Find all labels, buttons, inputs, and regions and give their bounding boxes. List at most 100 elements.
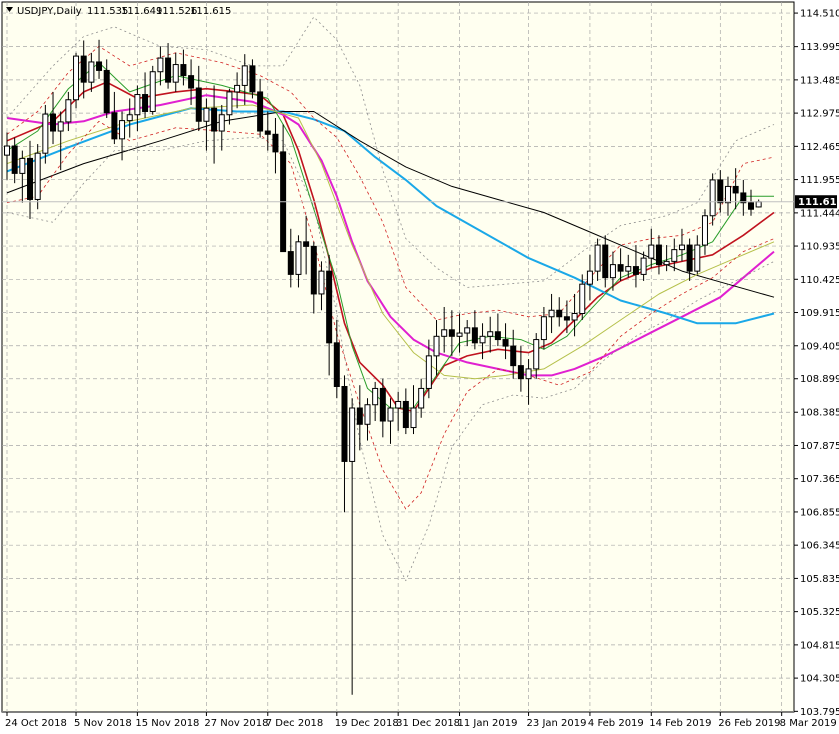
candle-body bbox=[410, 407, 417, 429]
x-tick-label: 11 Jan 2019 bbox=[458, 718, 518, 729]
candle-body bbox=[165, 57, 172, 83]
candle-body bbox=[433, 335, 440, 357]
candle-body bbox=[42, 113, 49, 154]
candle-body bbox=[540, 316, 547, 341]
x-tick-label: 14 Feb 2019 bbox=[649, 718, 711, 729]
x-tick-label: 4 Feb 2019 bbox=[588, 718, 644, 729]
candle-body bbox=[632, 266, 639, 275]
candle-body bbox=[747, 202, 754, 210]
candle-body bbox=[701, 215, 708, 246]
indicator-line bbox=[6, 120, 775, 510]
candle-body bbox=[126, 114, 133, 122]
x-tick-label: 5 Nov 2018 bbox=[74, 718, 132, 729]
candle-body bbox=[287, 251, 294, 275]
candle-body bbox=[19, 157, 26, 174]
y-tick-label: 108.899 bbox=[800, 374, 839, 385]
candle-body bbox=[594, 244, 601, 272]
candle-body bbox=[502, 339, 509, 347]
candle-body bbox=[586, 270, 593, 285]
candle-body bbox=[640, 257, 647, 275]
candle-body bbox=[755, 201, 762, 208]
dropdown-triangle-icon[interactable] bbox=[6, 7, 13, 12]
candle-body bbox=[379, 387, 386, 422]
candle-body bbox=[180, 64, 187, 77]
y-tick-label: 105.325 bbox=[800, 607, 839, 618]
symbol-label: USDJPY,Daily bbox=[17, 6, 82, 17]
candle-body bbox=[678, 244, 685, 251]
candle-body bbox=[88, 61, 95, 83]
y-tick-label: 112.465 bbox=[800, 142, 839, 153]
candle-body bbox=[326, 270, 333, 344]
candle-body bbox=[387, 407, 394, 422]
candle-body bbox=[479, 335, 486, 344]
svg-text:USDJPY,Daily 111.535: USDJPY,Daily 111.535 111.649 111.526 111… bbox=[17, 6, 231, 17]
y-tick-label: 114.510 bbox=[800, 9, 839, 20]
candle-body bbox=[732, 185, 739, 194]
candle-body bbox=[625, 266, 632, 272]
candle-body bbox=[80, 55, 87, 83]
y-tick-label: 103.795 bbox=[800, 707, 839, 718]
y-tick-label: 106.855 bbox=[800, 507, 839, 518]
y-tick-label: 107.875 bbox=[800, 441, 839, 452]
indicator-line bbox=[6, 81, 775, 413]
open-value: 111.535 bbox=[87, 6, 128, 17]
y-tick-label: 112.975 bbox=[800, 109, 839, 120]
candle-body bbox=[65, 99, 72, 123]
y-tick-label: 111.955 bbox=[800, 175, 839, 186]
y-tick-label: 110.935 bbox=[800, 242, 839, 253]
candle-body bbox=[663, 260, 670, 266]
x-tick-label: 27 Nov 2018 bbox=[204, 718, 268, 729]
candle-body bbox=[617, 264, 624, 272]
candle-body bbox=[740, 192, 747, 204]
candle-body bbox=[464, 327, 471, 334]
candle-body bbox=[456, 332, 463, 337]
candle-body bbox=[402, 400, 409, 429]
y-tick-label: 106.345 bbox=[800, 541, 839, 552]
candle-body bbox=[203, 107, 210, 122]
chart-header: USDJPY,Daily 111.535 111.649 111.526 111… bbox=[6, 6, 231, 17]
y-tick-label: 110.425 bbox=[800, 275, 839, 286]
candle-body bbox=[372, 387, 379, 406]
candle-body bbox=[27, 157, 34, 200]
candle-body bbox=[295, 241, 302, 275]
candle-body bbox=[310, 245, 317, 295]
candle-body bbox=[717, 179, 724, 204]
candle-body bbox=[111, 112, 118, 140]
indicator-line bbox=[6, 94, 775, 377]
current-price-label: 111.615 bbox=[798, 197, 839, 208]
candle-body bbox=[609, 264, 616, 279]
y-tick-label: 104.815 bbox=[800, 640, 839, 651]
candle-body bbox=[218, 114, 225, 132]
y-tick-label: 111.444 bbox=[800, 208, 839, 219]
y-tick-label: 113.995 bbox=[800, 42, 839, 53]
x-tick-label: 8 Mar 2019 bbox=[780, 718, 837, 729]
y-tick-label: 107.365 bbox=[800, 474, 839, 485]
y-tick-label: 109.405 bbox=[800, 341, 839, 352]
x-tick-label: 15 Nov 2018 bbox=[135, 718, 199, 729]
candle-body bbox=[272, 133, 279, 153]
candle-body bbox=[188, 75, 195, 89]
candle-body bbox=[234, 84, 241, 93]
y-axis: 114.510 113.995 113.485 112.975 112.465 111.9… bbox=[794, 9, 839, 718]
candles bbox=[4, 39, 762, 695]
candle-body bbox=[648, 244, 655, 259]
x-axis: 24 Oct 2018 5 Nov 2018 15 Nov 2018 27 Nov 2… bbox=[5, 712, 837, 729]
candle-body bbox=[356, 407, 363, 425]
close-value: 111.615 bbox=[190, 6, 231, 17]
y-tick-label: 108.385 bbox=[800, 408, 839, 419]
candle-body bbox=[303, 241, 310, 247]
candle-body bbox=[96, 61, 103, 71]
candle-body bbox=[487, 331, 494, 337]
candle-body bbox=[556, 309, 563, 318]
candle-body bbox=[579, 283, 586, 315]
candle-body bbox=[709, 179, 716, 217]
candle-body bbox=[448, 329, 455, 337]
candle-body bbox=[395, 400, 402, 409]
candle-body bbox=[241, 65, 248, 86]
candle-body bbox=[211, 107, 218, 132]
candle-body bbox=[364, 404, 371, 425]
candle-body bbox=[686, 244, 693, 272]
candle-body bbox=[142, 94, 149, 112]
x-tick-label: 24 Oct 2018 bbox=[5, 718, 67, 729]
